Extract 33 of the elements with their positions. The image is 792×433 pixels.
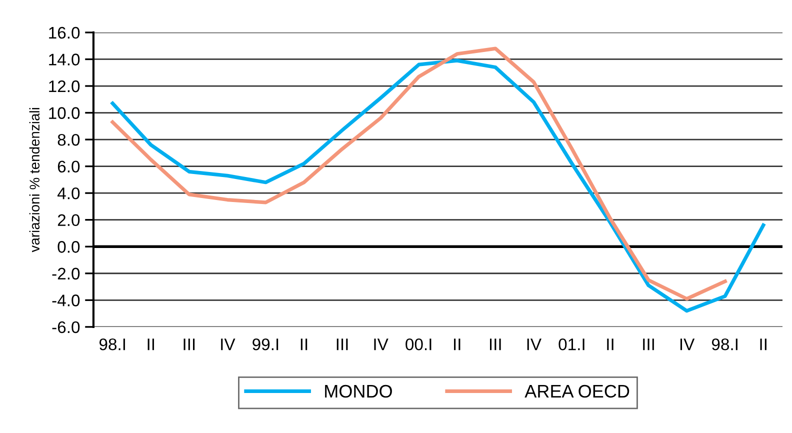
x-tick-label: 98.I <box>99 338 125 350</box>
x-tick-label: IV <box>221 338 236 350</box>
x-tick-label: II <box>454 338 460 350</box>
x-tick-label: IV <box>680 338 695 350</box>
x-tick-label: 99.I <box>252 338 278 350</box>
y-tick-label: 12.0 <box>49 80 80 92</box>
x-tick-label: III <box>184 338 195 350</box>
y-tick-label: 16.0 <box>49 26 80 39</box>
x-tick-label: IV <box>527 338 542 350</box>
y-tick-label: 0.0 <box>58 241 80 253</box>
y-tick-label: 6.0 <box>58 160 80 173</box>
x-tick-label: III <box>336 338 348 350</box>
y-tick-label: -6.0 <box>52 321 80 334</box>
y-tick-label: 10.0 <box>49 107 80 119</box>
y-tick-label: 2.0 <box>58 214 80 226</box>
x-tick-label: 00.I <box>406 338 432 350</box>
legend-label: MONDO <box>325 384 392 398</box>
x-tick-label: II <box>607 338 614 350</box>
y-tick-label: -4.0 <box>52 294 80 306</box>
x-tick-label: 01.I <box>558 338 584 350</box>
y-axis-title: variazioni % tendenziali <box>29 108 40 252</box>
x-tick-label: II <box>148 338 154 350</box>
x-tick-label: II <box>300 338 308 350</box>
y-tick-label: -2.0 <box>52 268 80 280</box>
x-tick-label: 98.I <box>712 338 738 350</box>
x-tick-label: III <box>490 338 501 350</box>
y-tick-label: 4.0 <box>57 187 80 200</box>
y-tick-label: 8.0 <box>58 134 80 146</box>
y-tick-label: 14.0 <box>49 54 80 66</box>
x-tick-label: II <box>760 338 766 350</box>
x-tick-label: IV <box>374 338 388 350</box>
legend-label: AREA OECD <box>524 384 630 398</box>
x-tick-label: III <box>643 338 654 350</box>
